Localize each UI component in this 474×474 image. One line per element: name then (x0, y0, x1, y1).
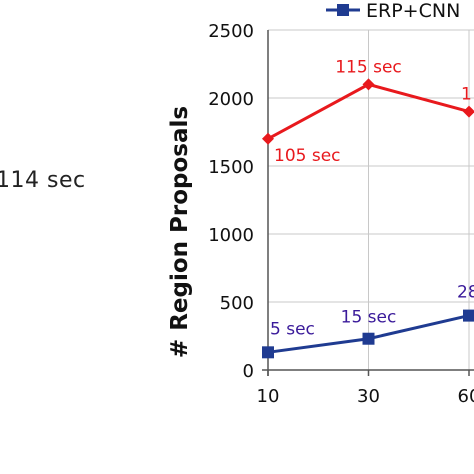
y-tick-label: 2500 (208, 21, 254, 42)
legend: ERP+CNN (326, 0, 460, 22)
legend-marker (337, 4, 349, 16)
x-tick-label: 30 (357, 386, 380, 407)
data-label: 5 sec (270, 319, 315, 339)
y-tick-label: 1000 (208, 225, 254, 246)
data-label: 15 sec (341, 308, 397, 328)
data-label: 105 sec (274, 146, 341, 166)
y-tick-label: 0 (243, 361, 254, 382)
y-axis-label: # Region Proposals (167, 106, 193, 358)
x-tick-label: 60 (458, 386, 474, 407)
square-marker (262, 346, 274, 359)
diamond-marker (362, 78, 375, 91)
data-label: 1 (461, 85, 472, 105)
diamond-marker (463, 105, 474, 118)
legend-label: ERP+CNN (366, 0, 460, 22)
square-marker (463, 309, 474, 322)
data-label: 28 (457, 283, 474, 303)
axes: 0 500 1000 1500 2000 2500 10 30 60 (208, 21, 474, 407)
series-lines (262, 78, 474, 359)
data-label: 115 sec (335, 57, 402, 77)
y-tick-label: 1500 (208, 157, 254, 178)
y-tick-label: 500 (220, 293, 254, 314)
y-tick-label: 2000 (208, 89, 254, 110)
x-tick-label: 10 (257, 386, 280, 407)
diamond-marker (262, 132, 274, 145)
square-marker (362, 332, 375, 345)
side-annotation-text: 114 sec (0, 168, 86, 193)
